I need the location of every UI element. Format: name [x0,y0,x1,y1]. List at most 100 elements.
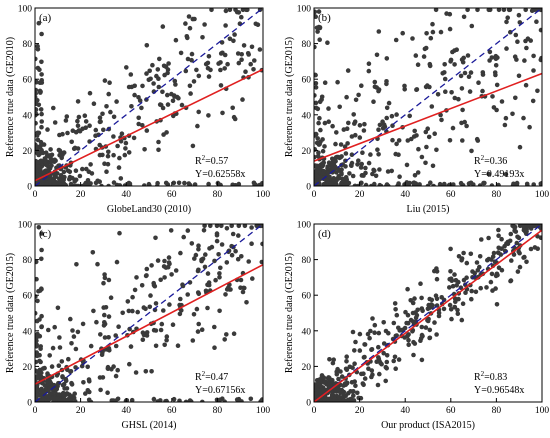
data-point [448,246,453,252]
data-point [392,301,398,306]
data-point [415,62,421,67]
data-point [396,138,402,143]
data-point [163,64,169,69]
data-point [501,8,507,13]
data-point [453,278,459,283]
data-point [157,56,162,62]
data-point [133,370,139,375]
data-point [192,256,197,261]
data-point [434,296,440,302]
data-point [178,250,183,256]
data-point [412,128,418,134]
data-point [162,258,167,264]
data-point [494,82,500,88]
data-point [317,37,323,42]
data-point [93,180,99,186]
y-axis-label: Reference true data (GE2015) [284,253,295,373]
data-point [491,250,497,256]
data-point [65,168,71,174]
data-point [353,97,359,103]
data-point [539,181,542,186]
data-point [404,162,410,168]
data-point [111,180,117,185]
data-point [314,168,320,173]
data-point [383,328,389,334]
data-point [465,53,471,58]
data-point [356,92,361,98]
data-point [414,87,419,92]
data-point [412,173,418,178]
data-point [43,182,49,186]
y-tick-label: 100 [297,221,312,231]
data-point [218,51,224,56]
data-point [254,224,259,229]
panel-c: 0 20 40 60 80 100 0 20 40 60 80 100 GHSL (2014) Refer… [5,221,270,432]
data-point [467,89,473,94]
data-point [212,258,217,264]
data-point [140,83,145,89]
data-point [523,38,528,44]
data-point [126,308,132,314]
data-point [37,183,43,186]
data-point [356,395,362,401]
x-axis-label: Our product (ISA2015) [381,420,475,431]
data-point [160,89,165,95]
data-point [156,84,162,90]
data-point [314,44,317,50]
data-point [240,8,246,13]
data-point [49,163,54,168]
data-point [449,90,454,95]
data-point [97,115,103,120]
data-point [105,390,110,396]
data-point [461,55,467,61]
data-point [515,269,521,274]
data-point [189,51,195,57]
data-point [397,174,402,179]
data-point [202,264,208,270]
data-point [183,399,189,402]
data-point [35,374,40,379]
data-point [173,37,179,43]
data-point [314,72,318,78]
data-point [381,341,387,346]
r-squared-value: =0.57 [205,156,228,167]
data-point [35,359,39,365]
data-point [427,327,433,333]
data-point [87,90,93,96]
data-point [194,67,199,73]
data-point [411,180,417,185]
data-point [474,260,480,265]
data-point [513,229,519,234]
data-point [85,388,91,393]
data-point [153,343,159,349]
data-point [448,269,453,274]
data-point [195,268,201,274]
data-point [363,165,368,171]
data-point [179,102,185,108]
plot-frame [313,223,543,403]
data-point [35,369,40,375]
data-point [166,61,171,66]
r-squared-value: =0.36 [484,156,507,167]
data-point [346,120,351,126]
data-point [410,36,415,41]
data-point [99,352,105,358]
data-point [142,183,147,186]
data-point [59,152,65,158]
data-point [123,140,129,146]
data-point [539,8,542,13]
data-point [97,142,102,148]
data-point [130,308,135,314]
data-point [35,56,38,62]
data-point [132,83,137,89]
data-point [468,70,474,75]
data-point [44,162,49,168]
data-point [55,305,61,311]
data-point [393,366,399,372]
data-point [135,309,140,315]
data-point [362,121,367,127]
data-point [56,392,62,397]
data-point [50,345,56,351]
data-point [53,158,58,164]
data-point [64,386,70,391]
